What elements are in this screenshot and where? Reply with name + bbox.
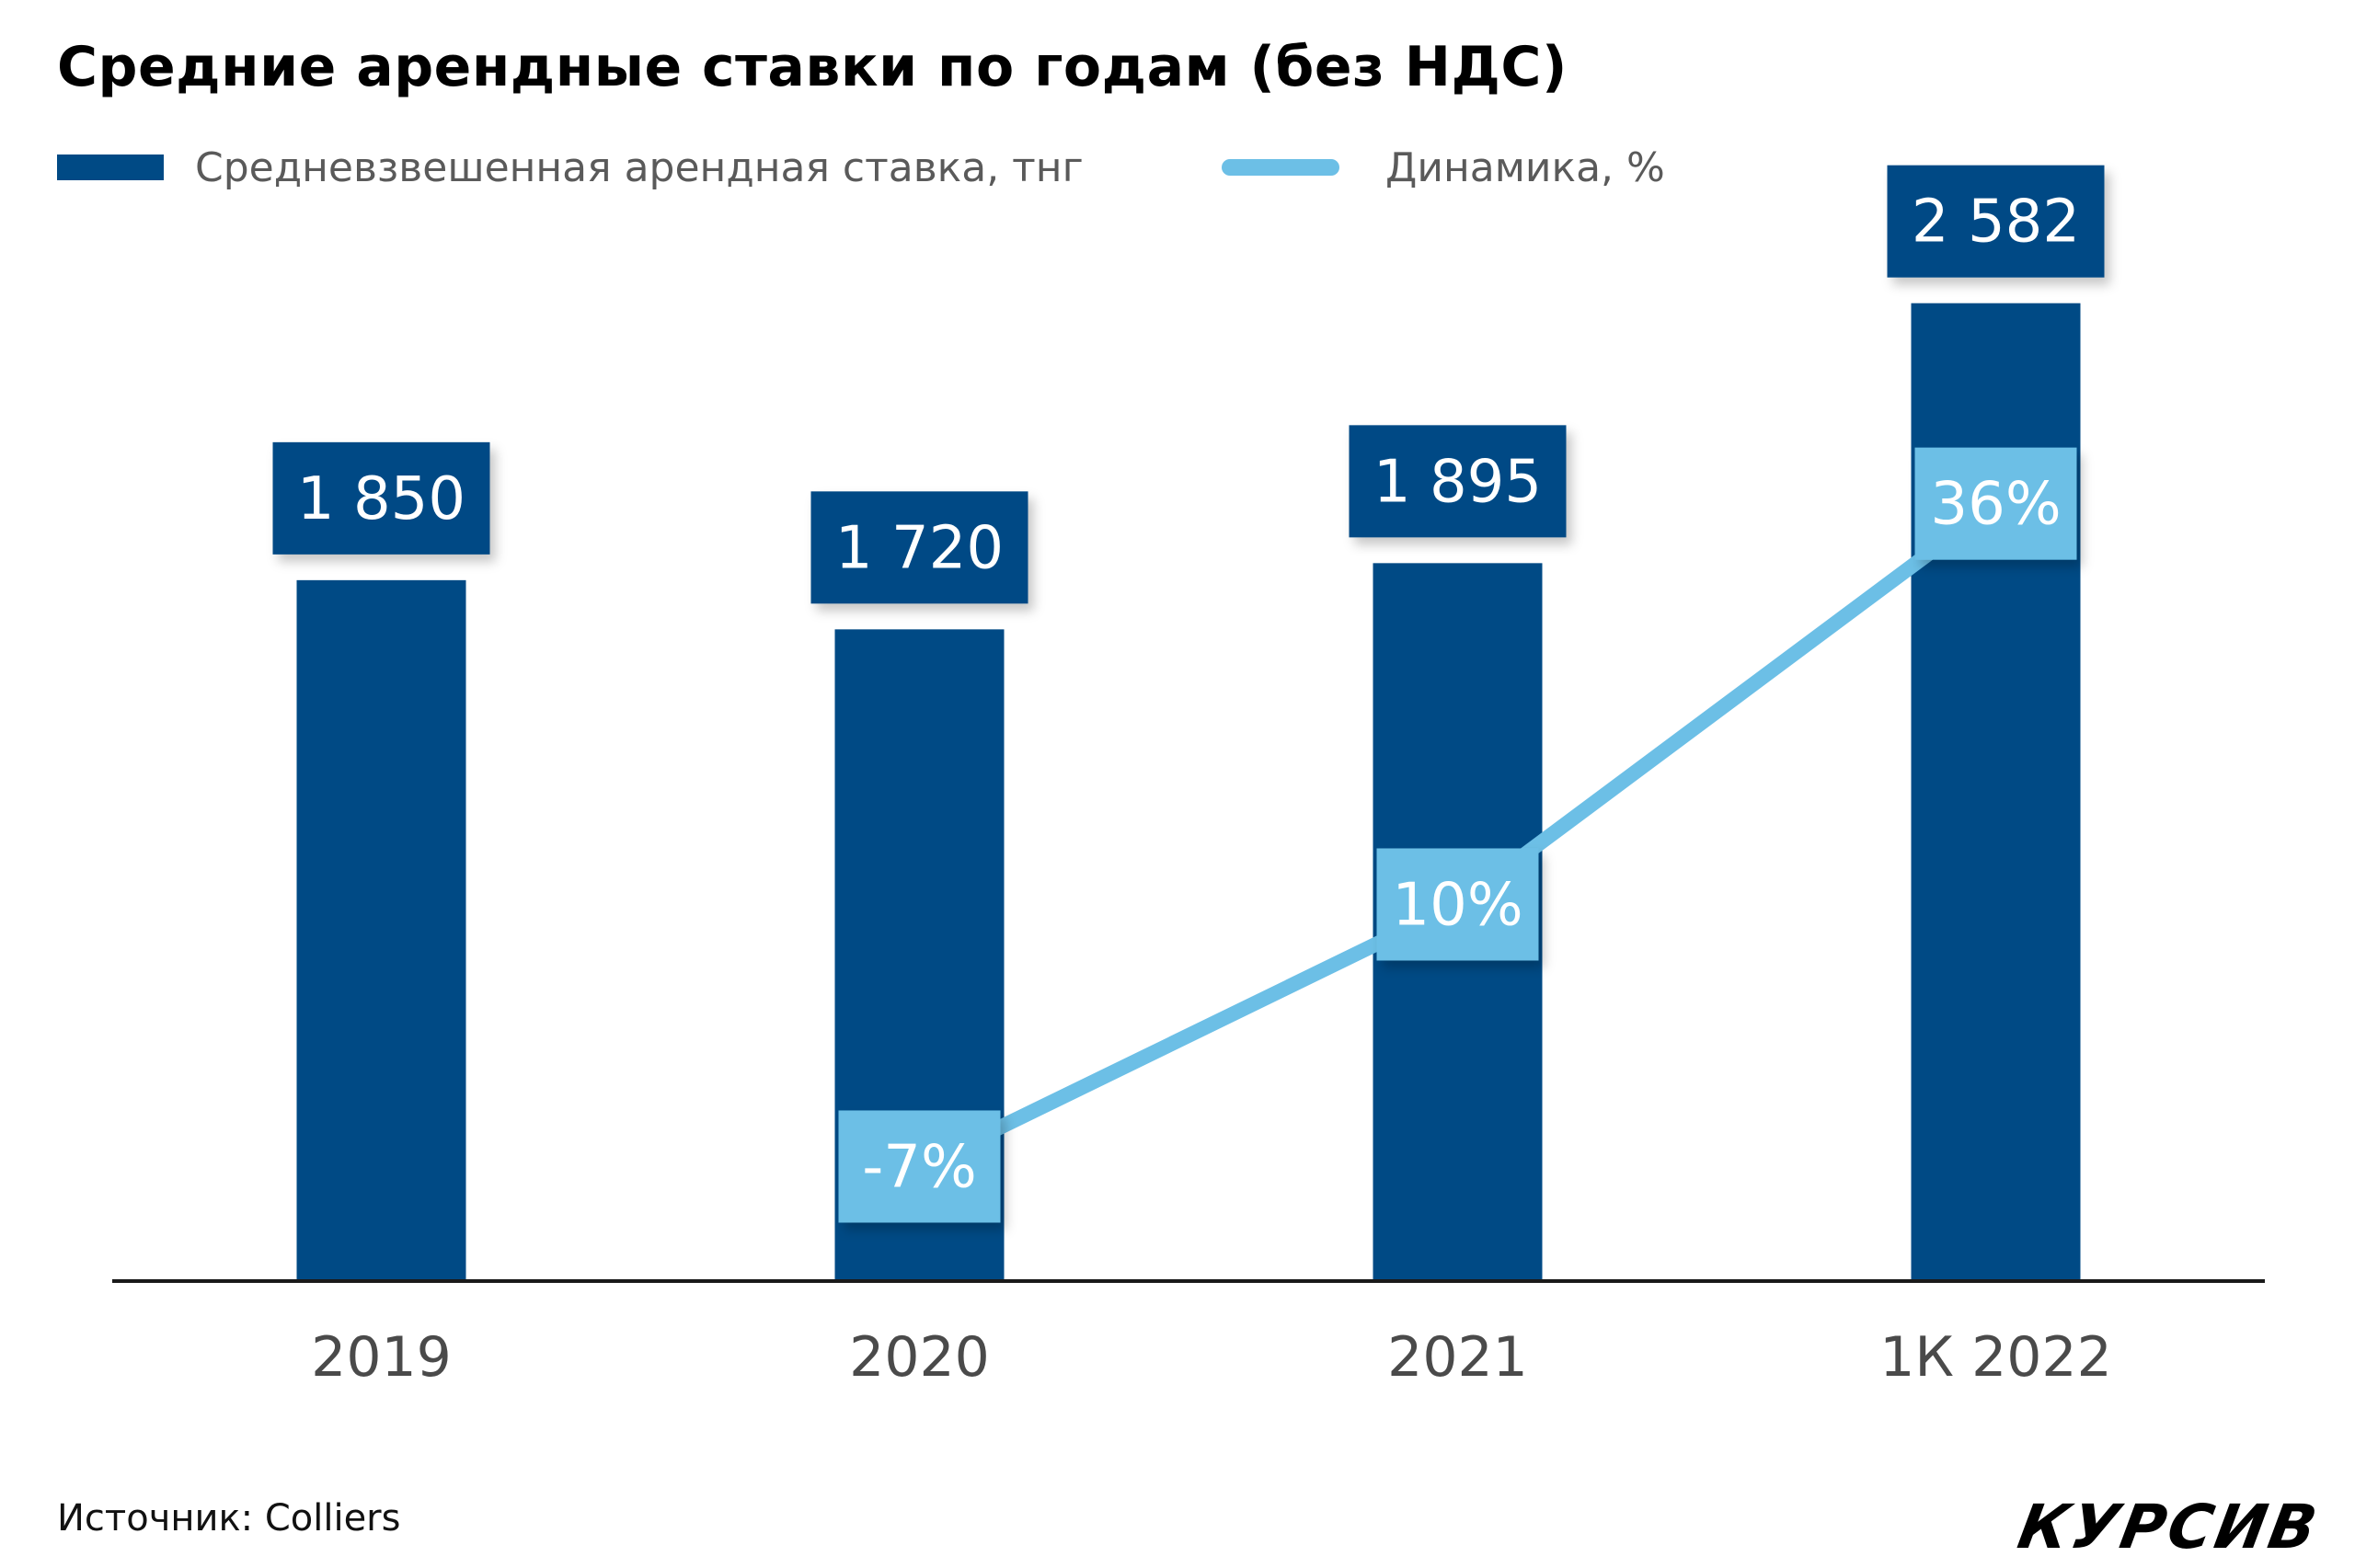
dynamics-label-3: 36%	[1914, 447, 2077, 560]
bar-value-label-box-3	[1887, 165, 2105, 278]
legend-swatch-bar	[57, 155, 164, 180]
bar-value-text-0: 1 850	[297, 465, 465, 533]
dynamics-label-1: -7%	[838, 1110, 1001, 1223]
bar-value-label-0: 1 850	[272, 441, 490, 555]
dynamics-label-box-3	[1914, 447, 2077, 560]
legend-label-dynamics: Динамика, %	[1385, 143, 1665, 191]
legend-label-rate: Средневзвешенная арендная ставка, тнг	[195, 143, 1084, 191]
dynamics-label-box-2	[1376, 848, 1539, 961]
bar-value-text-2: 1 895	[1373, 448, 1542, 516]
dynamics-label-2: 10%	[1376, 848, 1539, 961]
x-tick-label-3: 1К 2022	[1879, 1325, 2112, 1390]
x-tick-label-0: 2019	[311, 1325, 452, 1390]
legend-swatch-line	[1222, 159, 1339, 176]
bar-value-label-box-0	[272, 441, 490, 555]
source-note: Источник: Colliers	[57, 1497, 401, 1539]
bar-value-label-1: 1 720	[810, 491, 1028, 604]
bar-value-label-3: 2 582	[1887, 165, 2105, 278]
bar-value-label-box-2	[1349, 425, 1567, 538]
bar-value-label-2: 1 895	[1349, 425, 1567, 538]
chart-title: Средние арендные ставки по годам (без НД…	[57, 35, 1568, 99]
dynamics-label-box-1	[838, 1110, 1001, 1223]
bar-value-label-box-1	[810, 491, 1028, 604]
bar-value-text-3: 2 582	[1912, 189, 2080, 257]
x-tick-label-1: 2020	[849, 1325, 990, 1390]
legend-item-dynamics: Динамика, %	[1222, 140, 1665, 195]
dynamics-label-text-1: -7%	[862, 1133, 977, 1201]
brand-logo: КУРСИВ	[2013, 1492, 2325, 1562]
dynamics-label-text-2: 10%	[1392, 871, 1522, 939]
x-tick-label-2: 2021	[1387, 1325, 1528, 1390]
bar-0	[296, 579, 466, 1280]
dynamics-label-text-3: 36%	[1930, 471, 2061, 539]
bar-value-text-1: 1 720	[835, 514, 1004, 582]
legend-item-rate: Средневзвешенная арендная ставка, тнг	[57, 140, 1084, 195]
